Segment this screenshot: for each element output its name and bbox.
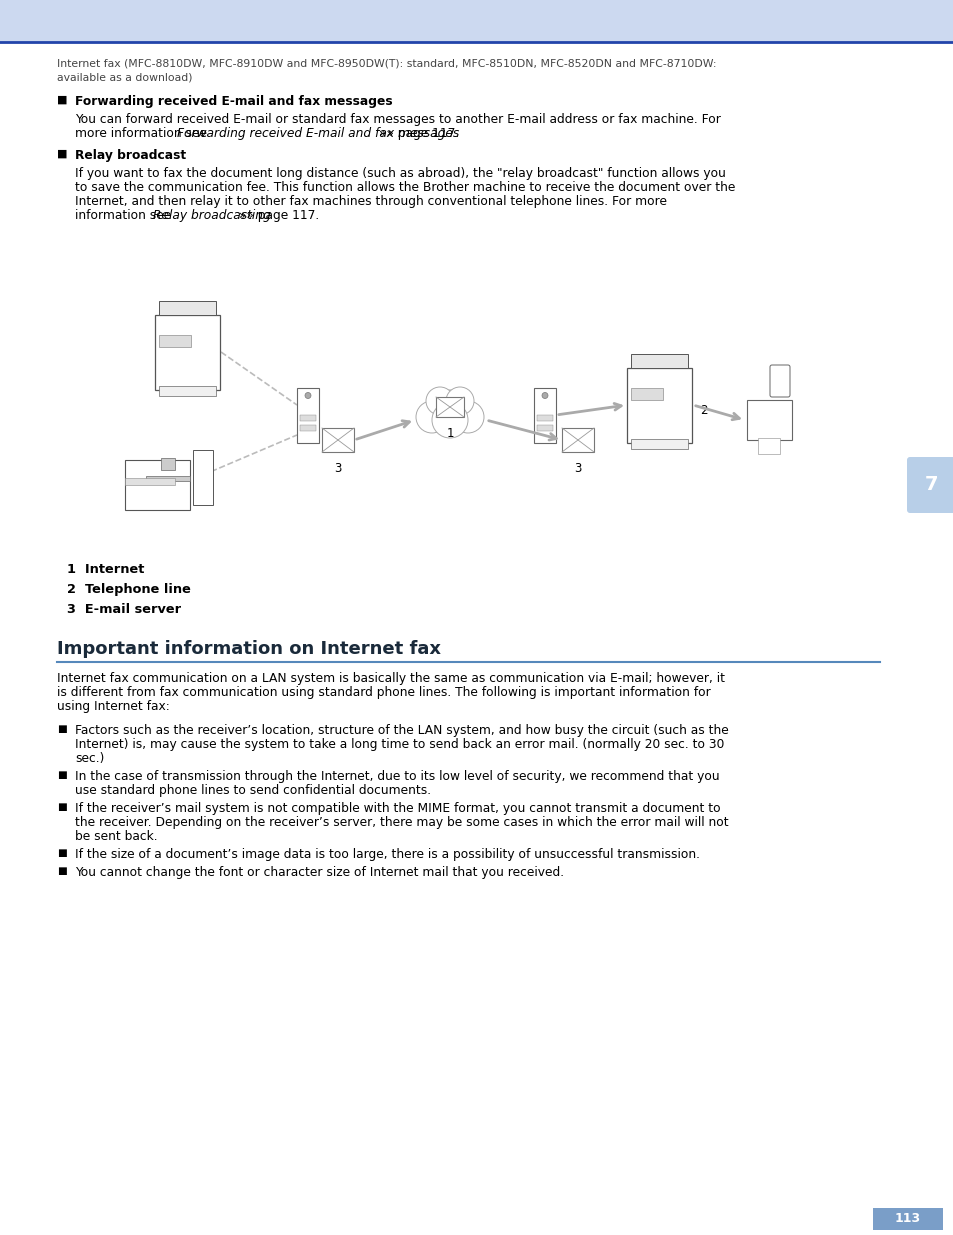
Bar xyxy=(631,388,662,400)
Text: 3: 3 xyxy=(334,462,341,475)
Bar xyxy=(146,475,190,480)
Text: ■: ■ xyxy=(57,866,67,876)
Text: 113: 113 xyxy=(894,1213,920,1225)
Bar xyxy=(322,429,354,452)
Text: ■: ■ xyxy=(57,149,68,159)
Text: You can forward received E-mail or standard fax messages to another E-mail addre: You can forward received E-mail or stand… xyxy=(75,112,720,126)
Bar xyxy=(758,438,780,454)
Text: Internet fax (MFC-8810DW, MFC-8910DW and MFC-8950DW(T): standard, MFC-8510DN, MF: Internet fax (MFC-8810DW, MFC-8910DW and… xyxy=(57,58,716,68)
Bar xyxy=(126,478,175,485)
Bar xyxy=(631,353,688,368)
Circle shape xyxy=(416,401,448,433)
Bar xyxy=(193,450,213,505)
Text: ■: ■ xyxy=(57,95,68,105)
Text: Important information on Internet fax: Important information on Internet fax xyxy=(57,640,440,658)
Text: 1  Internet: 1 Internet xyxy=(67,563,144,576)
Bar xyxy=(299,415,315,420)
Text: Internet) is, may cause the system to take a long time to send back an error mai: Internet) is, may cause the system to ta… xyxy=(75,739,723,751)
Bar xyxy=(296,388,318,442)
Text: use standard phone lines to send confidential documents.: use standard phone lines to send confide… xyxy=(75,784,431,797)
Bar xyxy=(126,459,191,510)
Bar xyxy=(0,0,953,42)
Text: 7: 7 xyxy=(924,475,938,494)
Text: be sent back.: be sent back. xyxy=(75,830,157,844)
Bar xyxy=(561,429,594,452)
Text: »» page 117.: »» page 117. xyxy=(375,127,458,140)
Text: You cannot change the font or character size of Internet mail that you received.: You cannot change the font or character … xyxy=(75,866,563,879)
Bar xyxy=(534,388,556,442)
Text: the receiver. Depending on the receiver’s server, there may be some cases in whi: the receiver. Depending on the receiver’… xyxy=(75,816,728,829)
Text: ■: ■ xyxy=(57,724,67,734)
Bar xyxy=(159,300,216,315)
Text: 1: 1 xyxy=(446,427,454,440)
Text: Relay broadcast: Relay broadcast xyxy=(75,149,186,162)
Text: more information see: more information see xyxy=(75,127,211,140)
Text: ■: ■ xyxy=(57,769,67,781)
Text: 3  E-mail server: 3 E-mail server xyxy=(67,603,181,616)
Circle shape xyxy=(305,393,311,399)
Text: Internet, and then relay it to other fax machines through conventional telephone: Internet, and then relay it to other fax… xyxy=(75,195,666,207)
Text: 2  Telephone line: 2 Telephone line xyxy=(67,583,191,597)
Text: 2: 2 xyxy=(700,404,707,416)
Circle shape xyxy=(426,387,454,415)
Text: using Internet fax:: using Internet fax: xyxy=(57,700,170,713)
Text: available as a download): available as a download) xyxy=(57,72,193,82)
Text: If the size of a document’s image data is too large, there is a possibility of u: If the size of a document’s image data i… xyxy=(75,848,700,861)
Text: 3: 3 xyxy=(574,462,581,475)
Bar xyxy=(631,438,688,448)
FancyBboxPatch shape xyxy=(906,457,953,513)
Bar xyxy=(161,458,174,471)
Text: »» page 117.: »» page 117. xyxy=(235,209,319,222)
Bar xyxy=(159,335,192,347)
Text: Forwarding received E-mail and fax messages: Forwarding received E-mail and fax messa… xyxy=(75,95,393,107)
Bar xyxy=(299,425,315,431)
Circle shape xyxy=(446,387,474,415)
Bar xyxy=(537,425,553,431)
Text: Factors such as the receiver’s location, structure of the LAN system, and how bu: Factors such as the receiver’s location,… xyxy=(75,724,728,737)
Circle shape xyxy=(452,401,483,433)
Text: ■: ■ xyxy=(57,848,67,858)
Text: If the receiver’s mail system is not compatible with the MIME format, you cannot: If the receiver’s mail system is not com… xyxy=(75,802,720,815)
Circle shape xyxy=(541,393,547,399)
Text: Forwarding received E-mail and fax messages: Forwarding received E-mail and fax messa… xyxy=(176,127,458,140)
Text: sec.): sec.) xyxy=(75,752,104,764)
Text: information see: information see xyxy=(75,209,175,222)
Text: In the case of transmission through the Internet, due to its low level of securi: In the case of transmission through the … xyxy=(75,769,719,783)
Bar xyxy=(155,315,220,389)
FancyBboxPatch shape xyxy=(769,366,789,396)
Bar xyxy=(627,368,692,442)
Text: If you want to fax the document long distance (such as abroad), the "relay broad: If you want to fax the document long dis… xyxy=(75,167,725,180)
Circle shape xyxy=(432,403,468,438)
Text: is different from fax communication using standard phone lines. The following is: is different from fax communication usin… xyxy=(57,685,710,699)
Bar xyxy=(537,415,553,420)
Bar xyxy=(159,385,216,395)
Text: to save the communication fee. This function allows the Brother machine to recei: to save the communication fee. This func… xyxy=(75,182,735,194)
Text: Internet fax communication on a LAN system is basically the same as communicatio: Internet fax communication on a LAN syst… xyxy=(57,672,724,685)
Text: ■: ■ xyxy=(57,802,67,811)
Bar xyxy=(436,396,463,417)
Bar xyxy=(747,400,792,440)
Circle shape xyxy=(430,390,470,430)
Bar xyxy=(872,1208,942,1230)
Text: Relay broadcasting: Relay broadcasting xyxy=(152,209,270,222)
